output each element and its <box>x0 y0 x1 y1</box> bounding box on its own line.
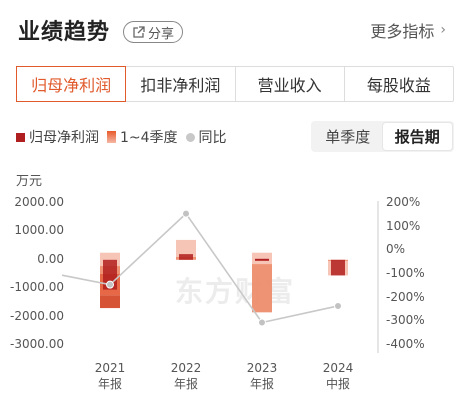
legend-swatch-dot <box>185 132 195 142</box>
period-option-quarterly[interactable]: 单季度 <box>325 128 371 146</box>
tab-net-profit[interactable]: 归母净利润 <box>16 66 127 102</box>
more-label: 更多指标 <box>370 22 435 41</box>
y2-tick-label: -300% <box>386 313 425 328</box>
y2-tick-label: -100% <box>386 266 425 280</box>
y2-tick-label: 200% <box>386 195 421 209</box>
more-indicators-link[interactable]: 更多指标 › <box>370 18 446 42</box>
x-tick-label: 2021 年报 <box>85 360 135 392</box>
tab-revenue[interactable]: 营业收入 <box>236 67 345 101</box>
yoy-point <box>182 209 190 218</box>
x-tick-label-line: 2021 <box>94 361 126 375</box>
chevron-right-icon: › <box>440 22 446 38</box>
quarter-bar <box>176 239 196 257</box>
unit-label: 万元 <box>16 174 43 189</box>
yoy-point <box>258 318 266 327</box>
chart-legend: 归母净利润 1~4季度 同比 <box>16 127 235 147</box>
y-tick-label: -1000.00 <box>10 280 64 295</box>
share-button[interactable]: 分享 <box>123 21 183 43</box>
x-tick-label: 2023 年报 <box>237 360 287 392</box>
legend-label: 1~4季度 <box>120 130 178 146</box>
x-tick-label: 2022 年报 <box>161 360 211 392</box>
quarter-bar <box>100 295 120 309</box>
y2-tick-label: -200% <box>386 289 425 304</box>
header: 业绩趋势 分享 更多指标 › <box>0 0 466 60</box>
x-tick-label-line: 年报 <box>249 377 274 391</box>
period-toggle: 单季度 报告期 <box>311 121 454 152</box>
legend-swatch-dark <box>16 132 25 142</box>
x-tick-label-line: 2024 <box>322 361 354 375</box>
x-tick-label-line: 2023 <box>246 361 278 375</box>
yoy-point <box>334 301 342 310</box>
legend-label: 归母净利润 <box>29 130 99 146</box>
y-tick-label: -2000.00 <box>10 308 64 323</box>
y2-tick-label: 100% <box>386 218 421 233</box>
quarter-bar <box>252 252 272 265</box>
period-option-report[interactable]: 报告期 <box>382 123 452 150</box>
x-tick-label-line: 中报 <box>325 377 350 391</box>
y-tick-label: 0.00 <box>37 251 64 266</box>
x-tick-label-line: 2022 <box>170 361 202 375</box>
tab-eps[interactable]: 每股收益 <box>366 76 431 95</box>
x-tick-label-line: 年报 <box>173 377 198 391</box>
legend-item-quarters[interactable]: 1~4季度 <box>107 127 178 147</box>
tab-deducted-net-profit[interactable]: 扣非净利润 <box>126 67 236 101</box>
annual-bar <box>255 258 269 261</box>
watermark: 东方财富 <box>175 275 296 308</box>
annual-bar <box>179 254 193 260</box>
quarter-bar <box>252 264 272 313</box>
annual-bar <box>331 259 345 276</box>
y-tick-label: -3000.00 <box>10 337 64 351</box>
legend-item-yoy[interactable]: 同比 <box>185 127 227 147</box>
metric-tabs: 归母净利润 扣非净利润 营业收入 每股收益 <box>16 66 454 102</box>
yoy-point <box>106 280 114 289</box>
share-icon <box>133 25 145 38</box>
x-tick-label-line: 年报 <box>97 377 122 391</box>
legend-item-net-profit[interactable]: 归母净利润 <box>16 127 99 147</box>
y-tick-label: 2000.00 <box>14 195 64 209</box>
y2-tick-label: 0% <box>386 242 406 257</box>
x-tick-label: 2024 中报 <box>313 360 363 392</box>
share-label: 分享 <box>147 26 174 42</box>
y2-tick-label: -400% <box>386 337 425 351</box>
legend-swatch-gradient <box>107 131 116 143</box>
page-title: 业绩趋势 <box>18 20 111 45</box>
y-tick-label: 1000.00 <box>14 223 64 238</box>
legend-label: 同比 <box>198 130 227 146</box>
